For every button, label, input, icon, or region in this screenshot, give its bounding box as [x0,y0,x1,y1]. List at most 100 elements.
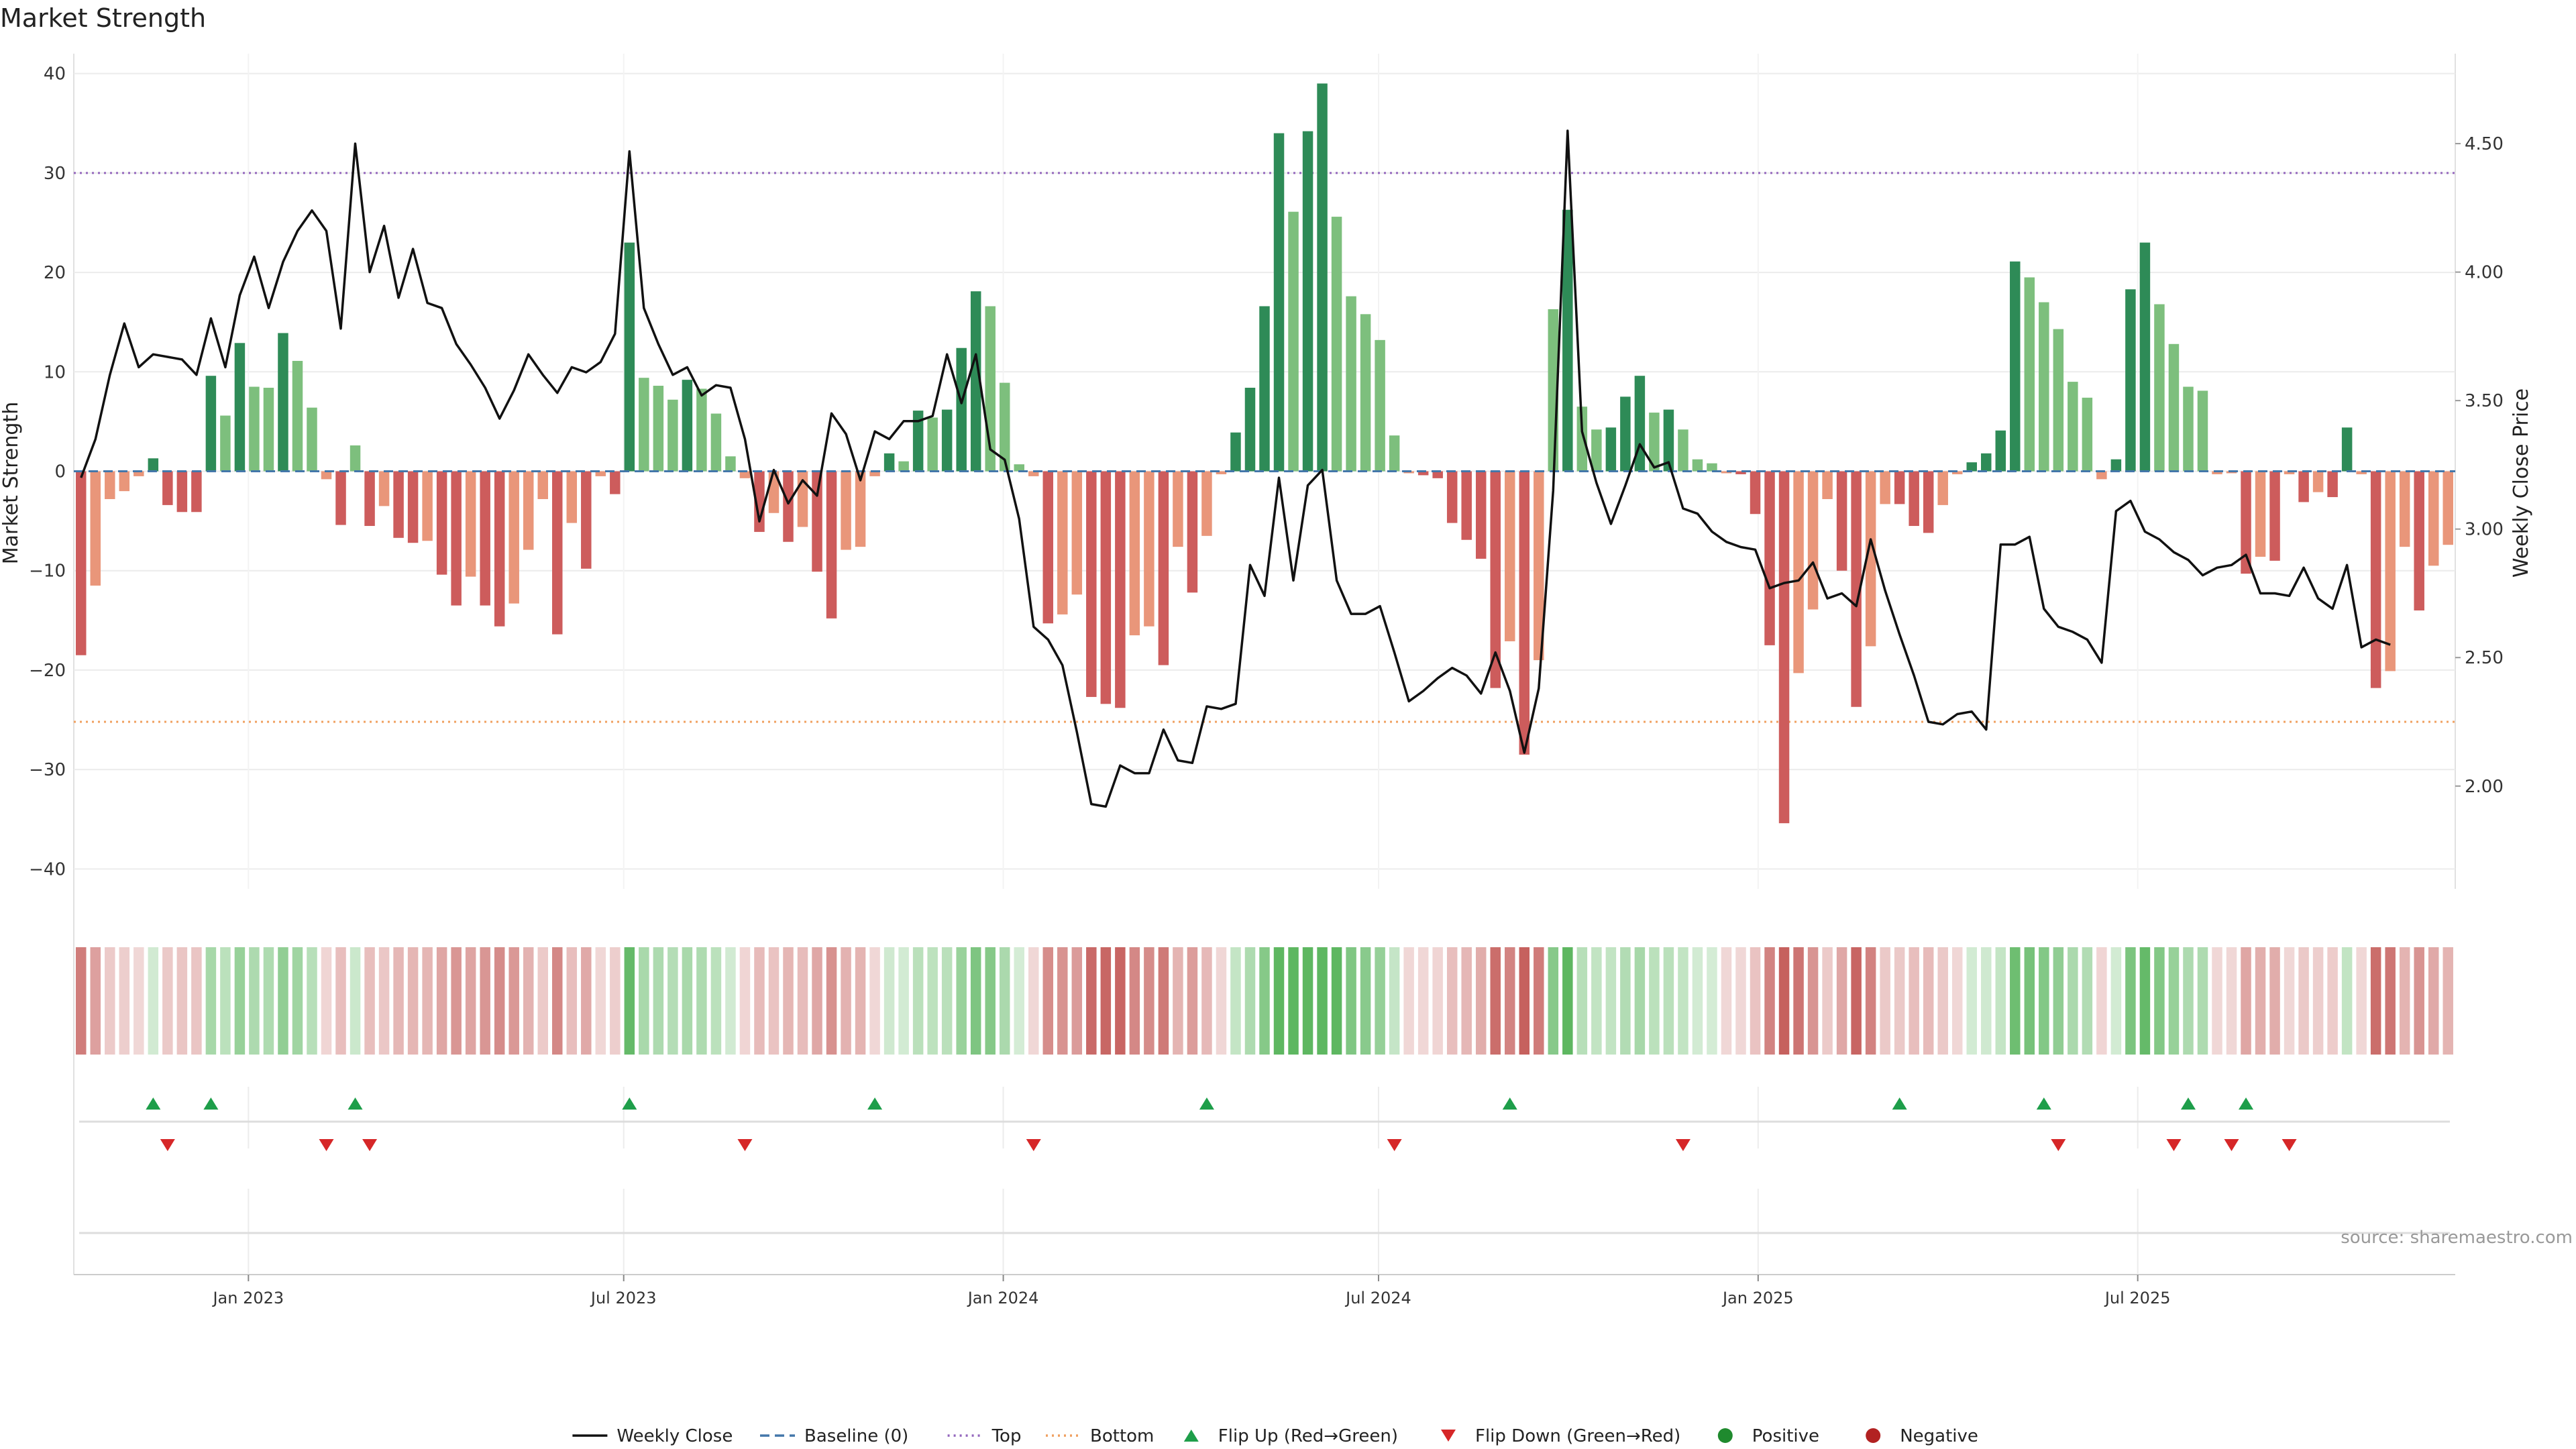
strength-bar [2327,471,2338,498]
strength-bar [1042,471,1054,624]
flip-down-marker [1387,1139,1402,1151]
heat-cell [710,947,722,1055]
flip-up-marker [622,1097,637,1110]
heat-cell [508,947,519,1055]
heat-cell [1981,947,1992,1055]
strength-bar [595,471,606,476]
heat-cell [335,947,346,1055]
strength-bar [956,347,967,472]
heat-cell [956,947,967,1055]
heat-cell [667,947,678,1055]
heat-cell [1620,947,1631,1055]
heat-cell [1534,947,1544,1055]
heat-cell [2414,947,2424,1055]
heat-cell [1273,947,1285,1055]
heat-cell [610,947,621,1055]
heat-cell [1605,947,1617,1055]
legend-label: Flip Down (Green→Red) [1475,1426,1680,1446]
heat-cell [2370,947,2381,1055]
strength-bar [220,415,231,472]
heat-cell [1735,947,1746,1055]
flip-up-marker [1892,1097,1907,1110]
strength-bar [1144,471,1155,627]
y-axis-ticks: 40 30 20 10 0 −10 −20 −30 −40 [29,64,66,880]
heat-cell [1201,947,1212,1055]
strength-bar [378,471,390,506]
heat-cell [581,947,592,1055]
strength-bar [1649,413,1660,472]
flip-down-marker [160,1139,175,1151]
heat-cell [234,947,246,1055]
heat-cell [725,947,736,1055]
strength-bar [855,471,866,547]
legend-label: Positive [1752,1426,1819,1446]
heat-cell [869,947,880,1055]
x-tick-label: Jul 2024 [1344,1289,1411,1307]
heat-cell [1432,947,1443,1055]
strength-bar [1909,471,1919,527]
heat-cell [2341,947,2353,1055]
heat-cell [2284,947,2295,1055]
flip-down-marker [362,1139,378,1151]
strength-bar [2082,397,2093,472]
heat-cell [797,947,808,1055]
strength-bar [2010,261,2021,472]
strength-bar [436,471,447,575]
heat-cell [1519,947,1530,1055]
heat-cell [1678,947,1688,1055]
heat-cell [1894,947,1905,1055]
heat-cell [2255,947,2266,1055]
heat-cell [76,947,87,1055]
y-tick-label: 10 [44,362,66,382]
strength-bar [682,380,693,472]
strength-bar [725,456,736,472]
strength-bar [1678,429,1688,472]
strength-bar [898,461,909,472]
strength-bar [162,471,173,505]
flip-up-marker [203,1097,219,1110]
strength-bar [1851,471,1862,707]
strength-bar [105,471,115,499]
strength-bar [2053,329,2064,472]
strength-bar [2356,471,2367,474]
strength-bar [739,471,751,478]
strength-bar [2110,459,2122,472]
strength-bar [1273,133,1285,472]
strength-bar [335,471,346,525]
strength-bar [1360,314,1371,472]
heat-cell [970,947,981,1055]
heat-cell [1360,947,1371,1055]
strength-bar [566,471,578,523]
strength-bar [2183,386,2194,472]
strength-bar [2096,471,2107,480]
strength-bar [2241,471,2251,574]
strength-bar [639,378,649,472]
heat-cell [898,947,909,1055]
heat-cell [2024,947,2035,1055]
legend-label: Baseline (0) [804,1426,908,1446]
y-tick-label: −20 [29,661,66,681]
heat-cell [855,947,866,1055]
heat-cell [1403,947,1414,1055]
heat-cell [1576,947,1588,1055]
heat-cell [220,947,231,1055]
strength-bar [1317,83,1328,472]
heat-cell [105,947,115,1055]
strength-bar [465,471,476,577]
heat-cell [350,947,361,1055]
chart-title: Market Strength [0,3,206,33]
heat-cell [537,947,548,1055]
strength-bar [1331,217,1342,472]
heat-cell [1187,947,1198,1055]
strength-bar [883,453,895,472]
heat-cell [841,947,851,1055]
heat-cell [378,947,390,1055]
strength-bar [263,388,274,472]
strength-bar [1417,471,1429,476]
legend-label: Weekly Close [616,1426,733,1446]
heat-cell [999,947,1010,1055]
strength-bar [2298,471,2309,502]
strength-bar [2212,471,2222,474]
heat-cell [2443,947,2453,1055]
strength-bar [999,382,1010,472]
